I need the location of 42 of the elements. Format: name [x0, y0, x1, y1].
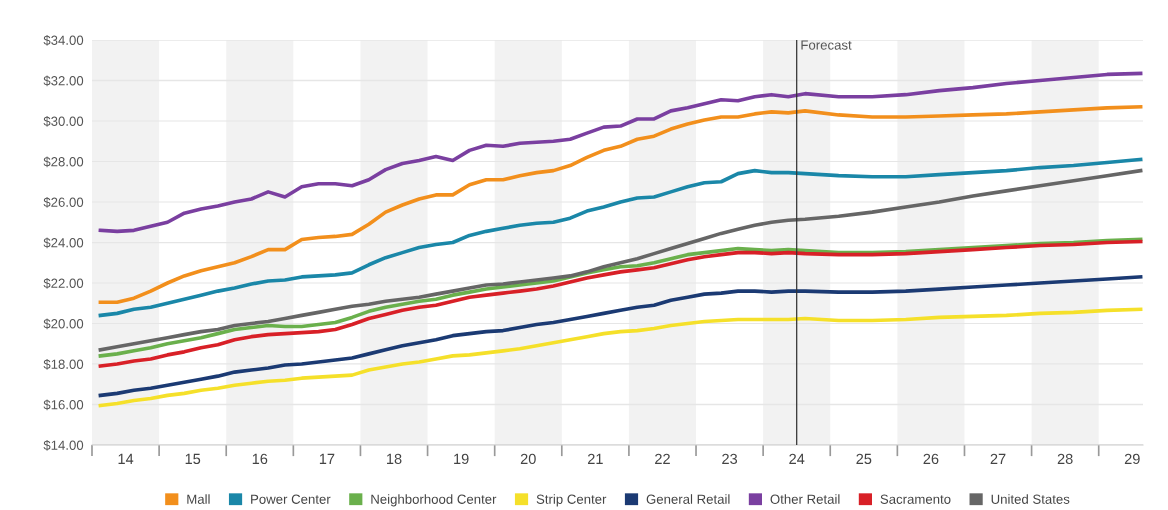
y-tick-label: $28.00 — [43, 156, 84, 168]
x-tick-label: 18 — [387, 453, 402, 465]
y-tick-label: $26.00 — [43, 197, 84, 208]
line-series — [98, 275, 1143, 398]
x-tick-label: 19 — [454, 453, 469, 465]
x-tick-label: 15 — [185, 453, 201, 465]
ref-line-label: Forecast — [801, 40, 852, 50]
legend-label: Mall — [187, 494, 210, 504]
x-tick-label: 27 — [990, 453, 1006, 464]
x-tick-label: 26 — [923, 453, 939, 465]
legend-label: United States — [991, 494, 1070, 504]
x-tick-label: 17 — [319, 453, 335, 464]
line-series — [98, 105, 1143, 305]
x-tick-label: 16 — [252, 453, 268, 465]
x-tick-label: 29 — [1124, 453, 1140, 465]
legend-label: General Retail — [646, 494, 730, 504]
line-series — [98, 157, 1143, 318]
x-tick-label: 22 — [655, 453, 670, 464]
legend-label: Power Center — [251, 494, 331, 504]
legend-label: Strip Center — [536, 494, 607, 507]
legend-label: Other Retail — [770, 494, 840, 504]
x-tick-label: 23 — [722, 453, 738, 465]
x-tick-label: 21 — [587, 453, 603, 464]
x-tick-label: 14 — [118, 453, 134, 464]
y-tick-label: $22.00 — [43, 278, 84, 289]
legend-label: Neighborhood Center — [371, 494, 497, 507]
y-tick-label: $20.00 — [43, 318, 84, 330]
line-series — [98, 168, 1143, 352]
x-tick-label: 25 — [856, 453, 872, 465]
x-tick-label: 20 — [520, 453, 536, 465]
x-tick-label: 28 — [1057, 453, 1073, 465]
y-tick-label: $16.00 — [43, 399, 84, 411]
legend-label: Sacramento — [880, 494, 951, 504]
y-tick-label: $24.00 — [43, 237, 84, 249]
line-series — [98, 307, 1143, 408]
line-series — [98, 71, 1143, 234]
y-tick-label: $34.00 — [43, 35, 84, 46]
y-tick-label: $32.00 — [43, 75, 84, 87]
y-tick-label: $14.00 — [43, 440, 84, 451]
y-tick-label: $18.00 — [43, 359, 84, 370]
y-tick-label: $30.00 — [43, 116, 84, 127]
x-tick-label: 24 — [789, 453, 805, 464]
